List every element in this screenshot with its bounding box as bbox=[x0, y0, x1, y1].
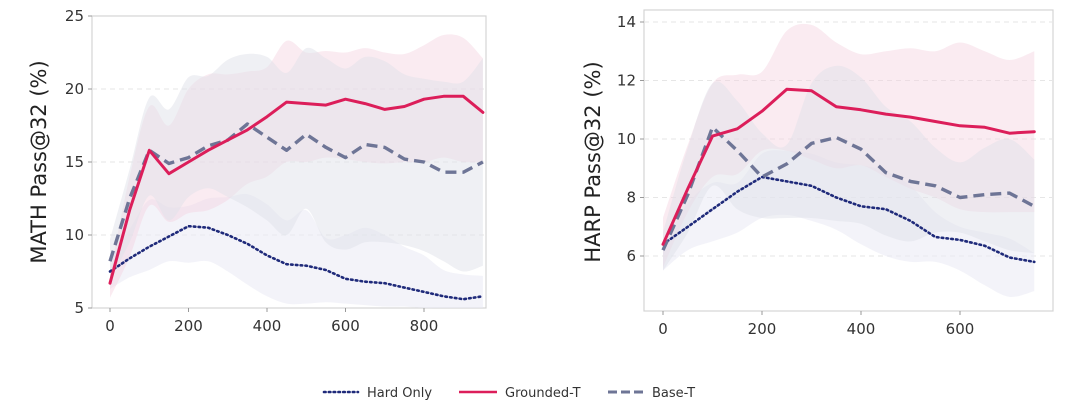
x-tick-label: 800 bbox=[410, 317, 439, 335]
y-tick-label: 20 bbox=[65, 80, 84, 98]
band-base-t bbox=[663, 65, 1035, 271]
y-tick-label: 25 bbox=[65, 7, 84, 25]
y-tick-label: 10 bbox=[65, 226, 84, 244]
y-tick-label: 15 bbox=[65, 153, 84, 171]
y-tick-label: 10 bbox=[617, 130, 636, 148]
legend-label-base-t: Base-T bbox=[652, 386, 695, 401]
series-line-hard-only bbox=[661, 175, 1036, 264]
y-axis-label: HARP Pass@32 (%) bbox=[581, 61, 605, 262]
band-hard-only bbox=[110, 193, 483, 309]
y-tick-label: 8 bbox=[626, 189, 636, 207]
x-tick-label: 600 bbox=[946, 320, 975, 338]
y-tick-label: 6 bbox=[626, 247, 636, 265]
legend-item-hard-only: Hard Only bbox=[322, 386, 432, 401]
y-axis-label: MATH Pass@32 (%) bbox=[27, 60, 51, 263]
x-tick-label: 400 bbox=[847, 320, 876, 338]
series-line-grounded-t bbox=[108, 94, 485, 285]
x-tick-label: 0 bbox=[105, 317, 115, 335]
x-tick-label: 600 bbox=[331, 317, 360, 335]
series-line-grounded-t bbox=[661, 87, 1036, 246]
legend-label-hard-only: Hard Only bbox=[367, 386, 432, 401]
x-tick-label: 200 bbox=[748, 320, 777, 338]
math-chart: 5 10 15 20 25 0 200 400 600 800 MATH Pass@32 (%) bbox=[27, 7, 487, 335]
x-tick-label: 200 bbox=[174, 317, 203, 335]
x-tick-label: 400 bbox=[253, 317, 282, 335]
legend-item-grounded-t: Grounded-T bbox=[459, 386, 581, 401]
legend-item-base-t: Base-T bbox=[608, 386, 695, 401]
series-line-hard-only bbox=[108, 224, 485, 301]
y-tick-label: 5 bbox=[74, 299, 84, 317]
band-base-t bbox=[110, 47, 483, 279]
series-line-base-t bbox=[108, 122, 484, 262]
legend: Hard Only Grounded-T Base-T bbox=[322, 386, 695, 401]
legend-label-grounded-t: Grounded-T bbox=[505, 386, 581, 401]
y-tick-label: 12 bbox=[617, 72, 636, 90]
x-tick-label: 0 bbox=[658, 320, 668, 338]
harp-chart: 6 8 10 12 14 0 200 400 600 HARP Pass@32 (%) bbox=[581, 9, 1054, 338]
y-tick-label: 14 bbox=[617, 13, 636, 31]
